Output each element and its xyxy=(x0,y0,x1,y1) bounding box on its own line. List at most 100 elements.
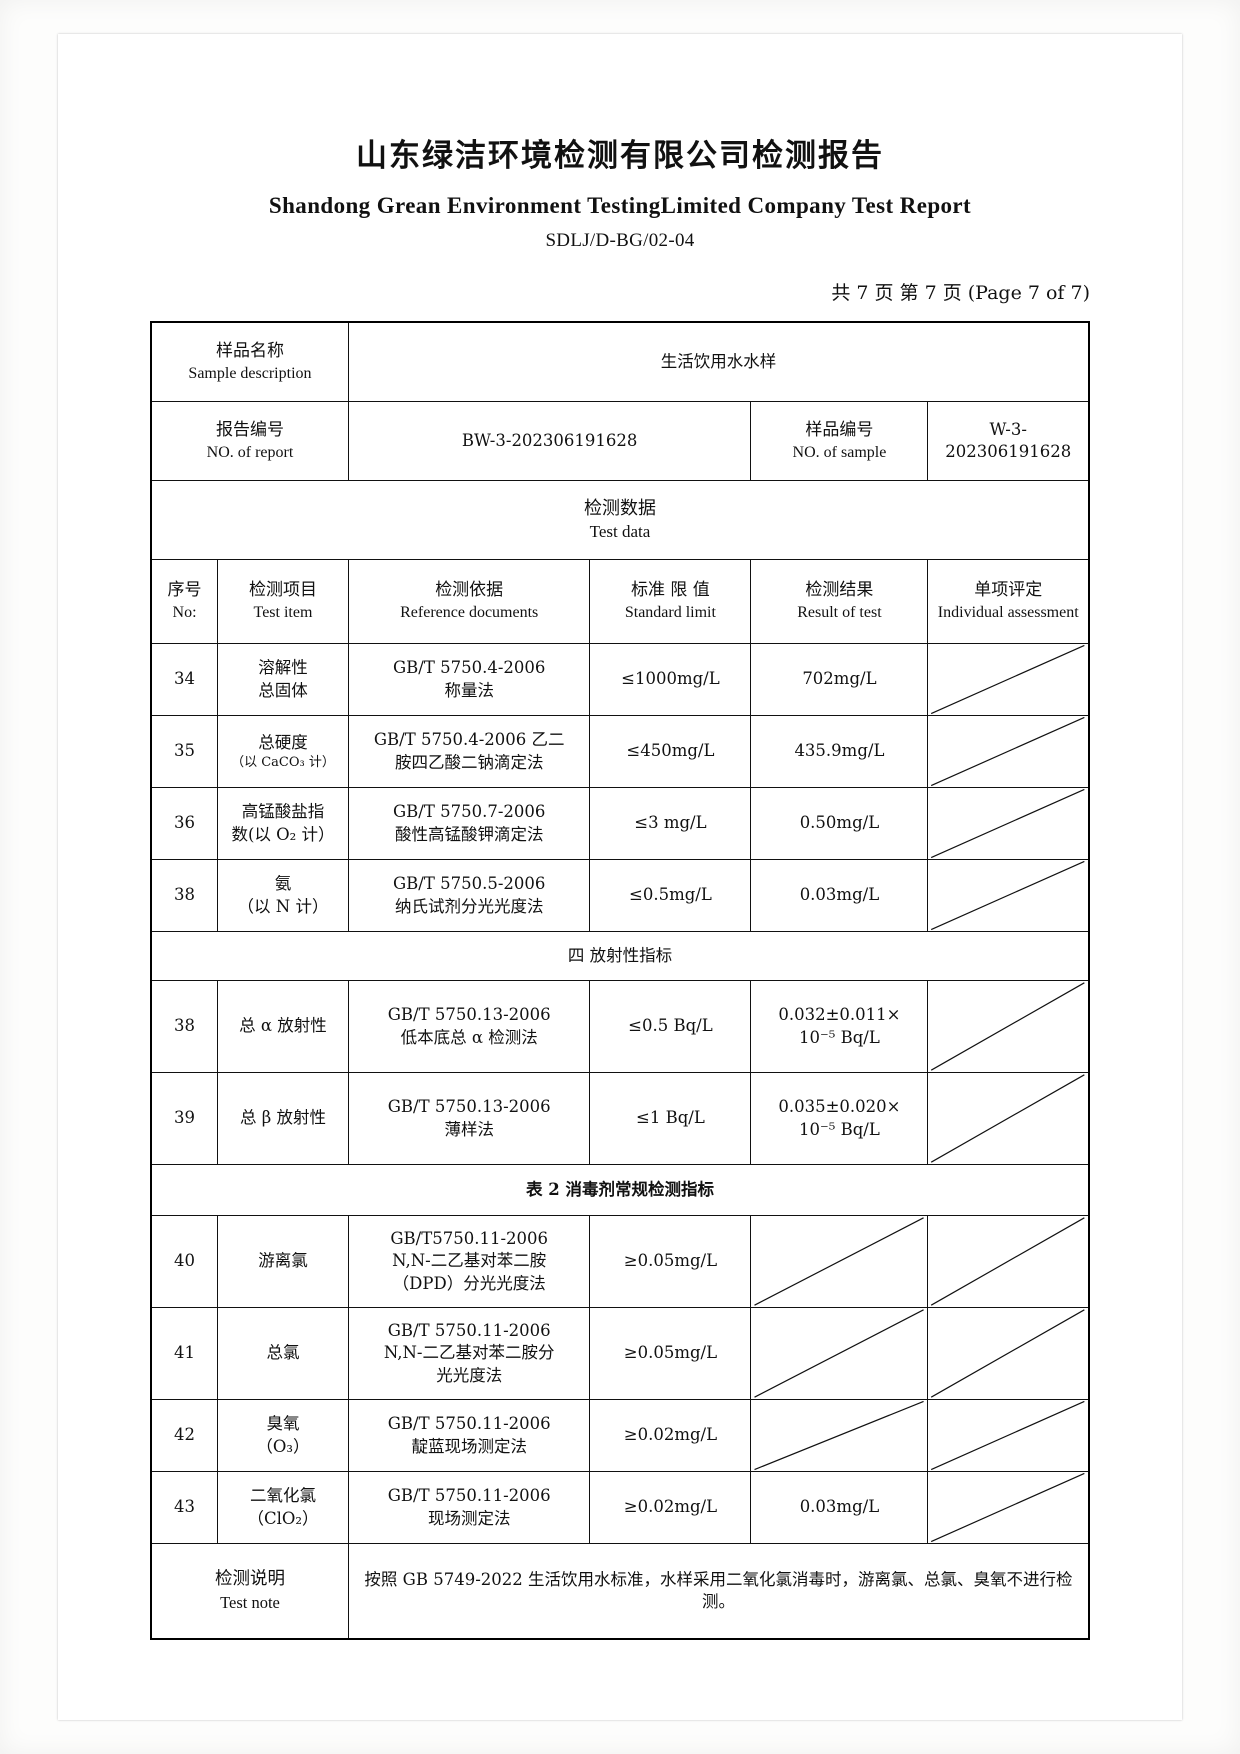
table-row: 42 臭氧 （O₃） GB/T 5750.11-2006 靛蓝现场测定法 ≥0.… xyxy=(150,1399,1090,1472)
column-header-reference-cn: 检测依据 xyxy=(435,580,504,601)
table-row-test-data-banner: 检测数据 Test data xyxy=(150,480,1090,560)
row-reference-line2: N,N-二乙基对苯二胺 xyxy=(392,1251,547,1271)
test-data-banner: 检测数据 Test data xyxy=(150,480,1090,560)
page-title-en: Shandong Grean Environment TestingLimite… xyxy=(268,193,972,218)
row-reference-line1: GB/T 5750.11-2006 xyxy=(387,1414,551,1434)
column-header-test-item-cn: 检测项目 xyxy=(248,580,317,601)
test-data-banner-cn: 检测数据 xyxy=(584,497,656,519)
row-test-item: 总硬度 （以 CaCO₃ 计） xyxy=(217,715,349,788)
section-title-radioactivity: 四 放射性指标 xyxy=(150,931,1090,981)
row-standard-limit: ≥0.05mg/L xyxy=(589,1215,752,1308)
table-row: 41 总氯 GB/T 5750.11-2006 N,N-二乙基对苯二胺分 光光度… xyxy=(150,1307,1090,1400)
row-assessment xyxy=(927,1399,1090,1472)
row-test-item-sub: （ClO₂） xyxy=(247,1508,319,1528)
row-result-line1: 0.032±0.011× xyxy=(778,1005,901,1025)
table-row: 40 游离氯 GB/T5750.11-2006 N,N-二乙基对苯二胺 （DPD… xyxy=(150,1215,1090,1308)
row-test-item-sub: （O₃） xyxy=(256,1436,310,1456)
row-reference: GB/T 5750.13-2006 低本底总 α 检测法 xyxy=(347,980,591,1073)
row-test-item: 臭氧 （O₃） xyxy=(217,1399,349,1472)
row-result: 0.035±0.020× 10⁻⁵ Bq/L xyxy=(750,1072,929,1165)
row-result: 702mg/L xyxy=(750,643,929,716)
row-reference-line1: GB/T 5750.5-2006 xyxy=(392,874,546,894)
row-reference-line2: N,N-二乙基对苯二胺分 xyxy=(383,1343,555,1363)
page-number: 共 7 页 第 7 页 (Page 7 of 7) xyxy=(831,282,1090,304)
row-reference: GB/T 5750.7-2006 酸性高锰酸钾滴定法 xyxy=(347,787,591,860)
diagonal-strike-icon xyxy=(928,1073,1088,1164)
report-header: 山东绿洁环境检测有限公司检测报告 Shandong Grean Environm… xyxy=(58,130,1182,252)
row-standard-limit: ≥0.02mg/L xyxy=(589,1399,752,1472)
diagonal-strike-icon xyxy=(928,1216,1088,1307)
table-row-section-table2: 表 2 消毒剂常规检测指标 xyxy=(150,1164,1090,1216)
document-code: SDLJ/D-BG/02-04 xyxy=(545,230,695,251)
row-standard-limit: ≤3 mg/L xyxy=(589,787,752,860)
test-note-label-cn: 检测说明 xyxy=(214,1569,285,1590)
row-assessment xyxy=(927,787,1090,860)
row-reference-line2: 低本底总 α 检测法 xyxy=(400,1027,538,1047)
table-row: 38 氨 （以 N 计） GB/T 5750.5-2006 纳氏试剂分光光度法 … xyxy=(150,859,1090,932)
row-reference-line2: 纳氏试剂分光光度法 xyxy=(394,896,544,916)
column-header-standard-limit-en: Standard limit xyxy=(624,604,716,622)
row-reference-line2: 靛蓝现场测定法 xyxy=(411,1436,527,1456)
row-no: 38 xyxy=(150,980,219,1073)
row-test-item-line1: 溶解性 xyxy=(258,658,308,678)
row-assessment xyxy=(927,1307,1090,1400)
row-reference: GB/T 5750.11-2006 现场测定法 xyxy=(347,1471,591,1544)
row-standard-limit: ≤450mg/L xyxy=(589,715,752,788)
test-data-banner-en: Test data xyxy=(589,521,651,541)
column-header-reference-en: Reference documents xyxy=(400,604,539,622)
row-test-item-line1: 氨 xyxy=(274,874,292,894)
row-test-item: 游离氯 xyxy=(217,1215,349,1308)
row-reference-line2: 胺四乙酸二钠滴定法 xyxy=(394,752,544,772)
row-test-item-line1: 二氧化氯 xyxy=(249,1486,316,1506)
column-header-no-en: No: xyxy=(172,604,197,622)
row-test-item: 二氧化氯 （ClO₂） xyxy=(217,1471,349,1544)
row-reference: GB/T 5750.11-2006 N,N-二乙基对苯二胺分 光光度法 xyxy=(347,1307,591,1400)
row-assessment xyxy=(927,980,1090,1073)
row-assessment xyxy=(927,715,1090,788)
row-result xyxy=(750,1215,929,1308)
row-standard-limit: ≤0.5mg/L xyxy=(589,859,752,932)
table-row: 38 总 α 放射性 GB/T 5750.13-2006 低本底总 α 检测法 … xyxy=(150,980,1090,1073)
test-report-table: 样品名称 Sample description 生活饮用水水样 报告编号 NO.… xyxy=(150,321,1090,1640)
row-result xyxy=(750,1307,929,1400)
row-reference-line1: GB/T 5750.13-2006 xyxy=(387,1097,551,1117)
table-row-report-number: 报告编号 NO. of report BW-3-202306191628 样品编… xyxy=(150,401,1090,481)
row-reference-line1: GB/T 5750.4-2006 乙二 xyxy=(373,730,565,750)
table-row: 36 高锰酸盐指 数(以 O₂ 计） GB/T 5750.7-2006 酸性高锰… xyxy=(150,787,1090,860)
diagonal-strike-icon xyxy=(751,1400,927,1471)
row-result-line1: 0.035±0.020× xyxy=(778,1097,901,1117)
row-reference: GB/T5750.11-2006 N,N-二乙基对苯二胺 （DPD）分光光度法 xyxy=(347,1215,591,1308)
column-header-assessment-cn: 单项评定 xyxy=(974,580,1043,601)
sample-description-label: 样品名称 Sample description xyxy=(150,321,349,402)
row-test-item: 总 β 放射性 xyxy=(217,1072,349,1165)
test-note-text: 按照 GB 5749-2022 生活饮用水标准，水样采用二氧化氯消毒时，游离氯、… xyxy=(347,1543,1090,1640)
row-no: 34 xyxy=(150,643,219,716)
row-test-item: 高锰酸盐指 数(以 O₂ 计） xyxy=(217,787,349,860)
row-standard-limit: ≤0.5 Bq/L xyxy=(589,980,752,1073)
page-title-cn: 山东绿洁环境检测有限公司检测报告 xyxy=(356,138,884,174)
row-assessment xyxy=(927,643,1090,716)
table-row-sample-description: 样品名称 Sample description 生活饮用水水样 xyxy=(150,321,1090,402)
row-reference: GB/T 5750.5-2006 纳氏试剂分光光度法 xyxy=(347,859,591,932)
column-header-result-cn: 检测结果 xyxy=(805,580,874,601)
sample-description-label-cn: 样品名称 xyxy=(215,340,284,361)
row-test-item-line2: 总固体 xyxy=(258,680,308,700)
sample-number-label: 样品编号 NO. of sample xyxy=(750,401,929,481)
test-note-label: 检测说明 Test note xyxy=(150,1543,349,1640)
row-reference-line2: 酸性高锰酸钾滴定法 xyxy=(394,824,544,844)
row-reference: GB/T 5750.11-2006 靛蓝现场测定法 xyxy=(347,1399,591,1472)
row-no: 38 xyxy=(150,859,219,932)
sample-number-value: W-3-202306191628 xyxy=(927,401,1090,481)
section-title-table2: 表 2 消毒剂常规检测指标 xyxy=(150,1164,1090,1216)
table-row: 39 总 β 放射性 GB/T 5750.13-2006 薄样法 ≤1 Bq/L… xyxy=(150,1072,1090,1165)
row-test-item: 总 α 放射性 xyxy=(217,980,349,1073)
row-no: 42 xyxy=(150,1399,219,1472)
row-reference-line2: 称量法 xyxy=(444,680,494,700)
row-reference-line3: （DPD）分光光度法 xyxy=(392,1273,546,1293)
row-assessment xyxy=(927,1215,1090,1308)
row-no: 43 xyxy=(150,1471,219,1544)
report-number-label-cn: 报告编号 xyxy=(215,419,284,440)
row-test-item: 溶解性 总固体 xyxy=(217,643,349,716)
table-row-section-radioactivity: 四 放射性指标 xyxy=(150,931,1090,981)
row-standard-limit: ≥0.02mg/L xyxy=(589,1471,752,1544)
